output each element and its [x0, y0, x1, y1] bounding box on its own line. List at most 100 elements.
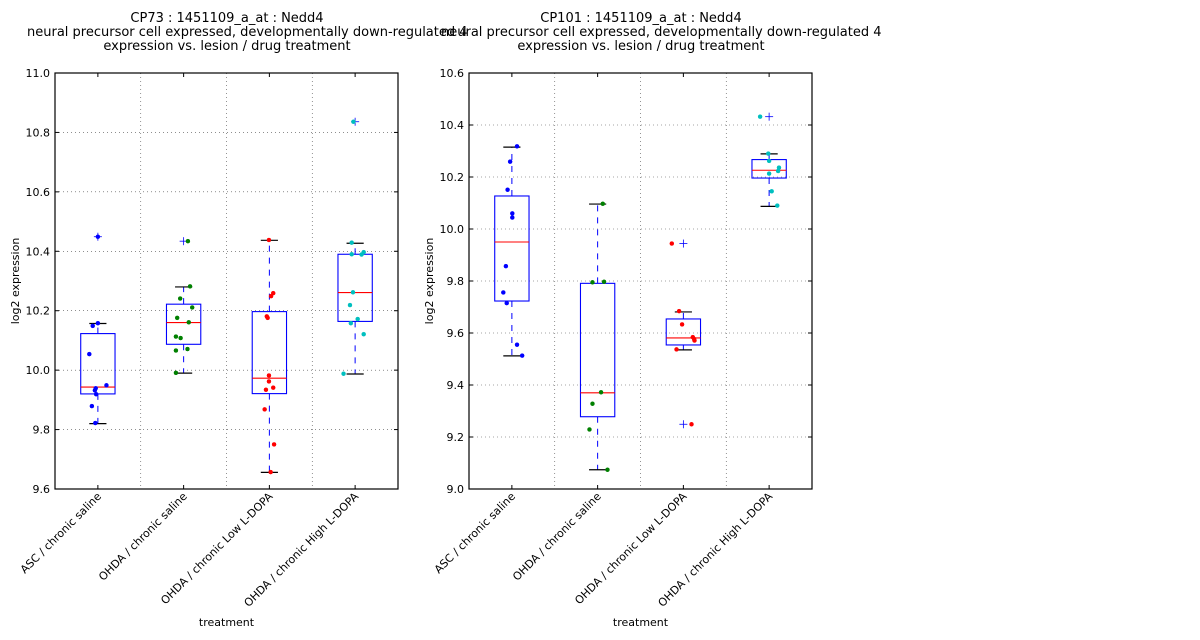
y-axis-label: log2 expression	[9, 238, 22, 325]
chart-2-title-line-1: CP101 : 1451109_a_at : Nedd4	[540, 11, 742, 26]
data-point	[769, 189, 774, 194]
data-point	[266, 237, 272, 243]
data-point	[361, 331, 366, 337]
chart-1-title-line-1: CP73 : 1451109_a_at : Nedd4	[130, 11, 324, 26]
data-point	[173, 370, 179, 376]
data-point	[185, 346, 190, 352]
y-axis-label: log2 expression	[423, 238, 436, 325]
y-tick-label: 11.0	[26, 67, 51, 80]
y-tick-label: 10.8	[26, 126, 51, 139]
box-4	[337, 117, 373, 376]
data-point	[93, 420, 98, 426]
chart-1-title-line-2: neural precursor cell expressed, develop…	[27, 25, 468, 40]
data-point	[89, 403, 95, 409]
box-3	[665, 239, 702, 429]
data-point	[504, 300, 509, 306]
y-tick-label: 10.4	[440, 119, 465, 132]
y-tick-label: 9.0	[447, 483, 465, 496]
y-tick-label: 9.2	[447, 431, 465, 444]
box-1	[80, 232, 116, 426]
iqr-box	[494, 195, 530, 302]
y-tick-label: 10.2	[440, 171, 465, 184]
data-point	[95, 320, 101, 326]
iqr-box	[337, 253, 373, 322]
data-point	[186, 320, 192, 325]
chart-2-title: CP101 : 1451109_a_at : Nedd4 neural prec…	[441, 11, 882, 54]
data-point	[349, 252, 354, 257]
data-point	[266, 379, 272, 384]
chart-1-title-line-3: expression vs. lesion / drug treatment	[103, 39, 351, 54]
data-point	[514, 144, 520, 149]
data-point	[679, 322, 685, 327]
data-point	[510, 211, 515, 216]
x-tick-label: OHDA / chronic saline	[96, 490, 190, 584]
box-4	[751, 112, 787, 208]
data-point	[262, 407, 267, 412]
data-point	[766, 151, 771, 156]
data-point	[265, 315, 270, 321]
data-point	[507, 159, 513, 164]
y-tick-label: 10.0	[26, 364, 51, 377]
data-point	[600, 201, 606, 207]
data-point	[598, 390, 604, 395]
chart-2-title-line-3: expression vs. lesion / drug treatment	[517, 39, 765, 54]
data-point	[95, 234, 101, 239]
data-point	[519, 353, 525, 358]
data-point	[268, 293, 274, 299]
y-tick-label: 10.2	[26, 305, 51, 318]
data-point	[503, 263, 509, 269]
iqr-box	[665, 318, 702, 346]
data-point	[766, 158, 772, 164]
data-point	[92, 388, 98, 393]
data-point	[90, 323, 95, 329]
data-point	[351, 119, 356, 124]
iqr-box	[251, 311, 288, 395]
data-point	[350, 290, 356, 295]
y-tick-label: 9.6	[33, 483, 51, 496]
x-tick-label: ASC / chronic saline	[18, 490, 104, 576]
x-axis-label: treatment	[199, 616, 255, 629]
data-point	[689, 422, 694, 427]
chart-2: 9.0 9.2 9.4 9.6 9.8 10.0 10.2 10.4 10.6 ASC / chr…	[423, 67, 813, 629]
data-point	[605, 467, 610, 473]
data-point	[587, 427, 592, 432]
data-point	[266, 373, 272, 378]
x-axis-label: treatment	[613, 616, 669, 629]
data-point	[775, 168, 781, 174]
plot-frame	[468, 72, 813, 490]
y-tick-label: 9.6	[447, 327, 465, 340]
data-point	[270, 290, 276, 296]
x-tick-label: OHDA / chronic saline	[510, 490, 604, 584]
y-tick-label: 10.6	[26, 186, 51, 199]
data-point	[601, 279, 607, 285]
data-point	[514, 342, 520, 347]
plot-frame	[54, 72, 399, 490]
data-point	[692, 338, 697, 343]
data-point	[501, 290, 506, 295]
data-point	[104, 383, 109, 388]
box-3	[251, 237, 288, 475]
data-point	[669, 241, 675, 246]
data-point	[348, 320, 354, 326]
data-point	[173, 348, 179, 353]
y-tick-label: 10.0	[440, 223, 465, 236]
data-point	[93, 391, 99, 397]
data-point	[766, 171, 772, 176]
y-tick-label: 10.4	[26, 245, 51, 258]
chart-2-title-line-2: neural precursor cell expressed, develop…	[441, 25, 882, 40]
data-point	[590, 401, 595, 406]
data-point	[347, 302, 353, 308]
y-tick-label: 9.8	[33, 424, 51, 437]
data-point	[173, 334, 179, 339]
y-tick-label: 9.8	[447, 275, 465, 288]
iqr-box	[579, 282, 616, 418]
box-2	[579, 201, 616, 473]
data-point	[268, 469, 273, 475]
data-point	[355, 316, 360, 322]
data-point	[189, 305, 195, 310]
iqr-box	[80, 333, 116, 395]
data-point	[775, 203, 780, 208]
data-point	[349, 240, 354, 245]
x-tick-label: ASC / chronic saline	[432, 490, 518, 576]
data-point	[757, 114, 763, 119]
